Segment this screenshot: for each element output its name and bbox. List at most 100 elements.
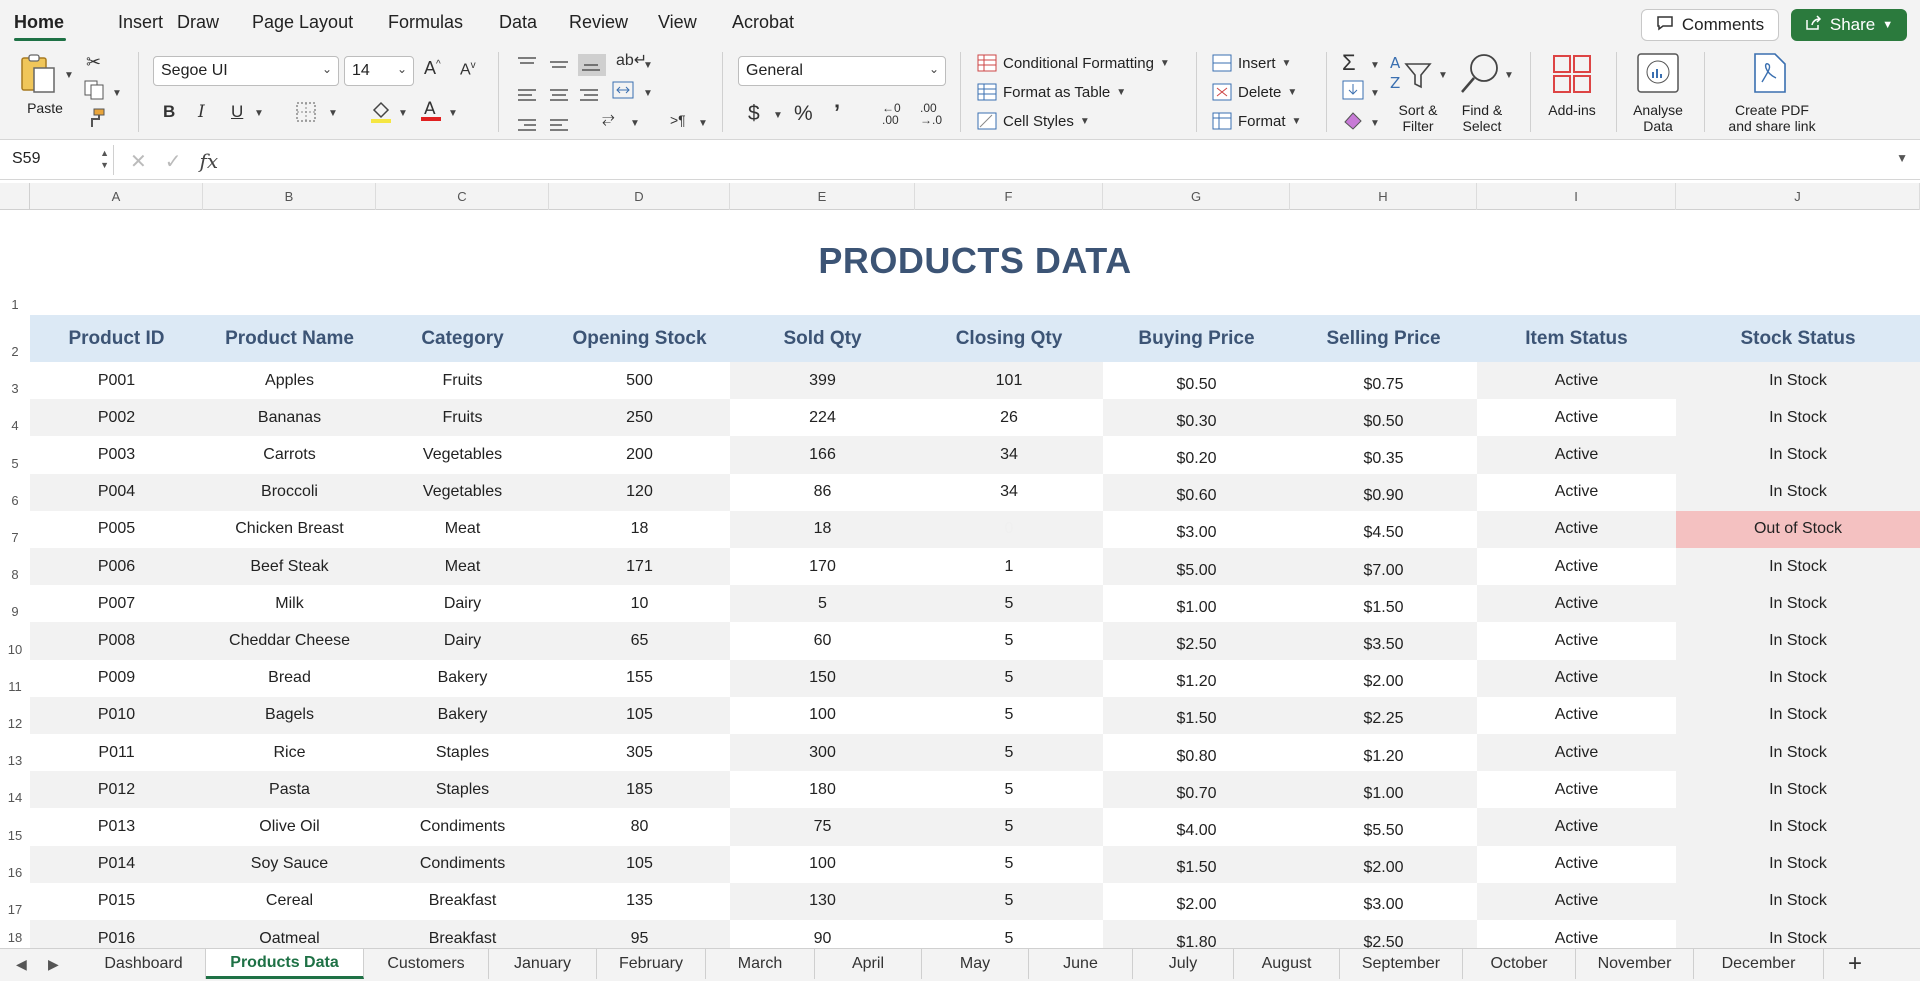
table-cell[interactable]: Active	[1554, 445, 1599, 463]
sheet-tab-july[interactable]: July	[1133, 949, 1234, 979]
table-cell[interactable]: $0.50	[1176, 375, 1217, 393]
chevron-down-icon[interactable]: ▼	[1438, 70, 1448, 81]
chevron-down-icon[interactable]: ▼	[398, 108, 408, 119]
row-header[interactable]: 7	[0, 510, 30, 548]
table-cell[interactable]: Bananas	[257, 408, 322, 426]
column-header-j[interactable]: J	[1676, 183, 1920, 210]
increase-decimal-icon[interactable]: ←0.00	[882, 101, 901, 127]
column-title-product-id[interactable]: Product ID	[68, 327, 165, 349]
sheet-tab-products-data[interactable]: Products Data	[206, 949, 364, 979]
table-cell[interactable]: 75	[813, 817, 832, 835]
row-header[interactable]: 8	[0, 548, 30, 586]
table-cell[interactable]: Pasta	[269, 780, 310, 798]
column-header-c[interactable]: C	[376, 183, 549, 210]
table-cell[interactable]: 101	[995, 371, 1023, 389]
table-cell[interactable]: Bread	[268, 669, 311, 687]
table-cell[interactable]: $5.00	[1176, 561, 1217, 579]
table-cell[interactable]: 18	[813, 520, 832, 538]
table-cell[interactable]: $1.20	[1176, 673, 1217, 691]
table-cell[interactable]: $1.50	[1176, 710, 1217, 728]
table-cell[interactable]: Bagels	[265, 706, 314, 724]
font-name-dropdown[interactable]: Segoe UI ⌄	[153, 56, 339, 86]
sheet-tab-january[interactable]: January	[489, 949, 597, 979]
table-cell[interactable]: $3.50	[1363, 635, 1404, 653]
format-painter-icon[interactable]	[86, 108, 106, 133]
row-header[interactable]: 1	[0, 210, 30, 315]
column-header-d[interactable]: D	[549, 183, 730, 210]
format-cells-button[interactable]: Format ▼	[1212, 112, 1301, 130]
row-header[interactable]: 14	[0, 771, 30, 809]
table-cell[interactable]: Active	[1554, 706, 1599, 724]
add-sheet-button[interactable]: +	[1847, 950, 1862, 977]
table-cell[interactable]: 5	[1004, 855, 1014, 873]
table-cell[interactable]: Milk	[275, 594, 304, 612]
table-cell[interactable]: Staples	[435, 743, 490, 761]
table-cell[interactable]: 100	[809, 855, 836, 873]
table-cell[interactable]: 171	[626, 557, 653, 575]
table-cell[interactable]: $1.80	[1176, 933, 1217, 949]
table-cell[interactable]: Fruits	[442, 371, 483, 389]
table-cell[interactable]: $2.50	[1363, 933, 1404, 949]
column-header-a[interactable]: A	[30, 183, 203, 210]
table-cell[interactable]: Soy Sauce	[250, 855, 329, 873]
row-header[interactable]: 2	[0, 315, 30, 362]
menu-tab-draw[interactable]: Draw	[177, 12, 220, 32]
decrease-font-icon[interactable]: Av	[460, 60, 476, 79]
borders-icon[interactable]	[296, 102, 316, 127]
table-cell[interactable]: P001	[97, 371, 136, 389]
conditional-formatting-button[interactable]: Conditional Formatting ▼	[977, 54, 1170, 72]
table-cell[interactable]: Active	[1554, 817, 1599, 835]
table-cell[interactable]: In Stock	[1769, 817, 1827, 835]
sheet-title[interactable]: PRODUCTS DATA	[818, 240, 1132, 281]
table-cell[interactable]: $2.25	[1363, 710, 1404, 728]
menu-tab-acrobat[interactable]: Acrobat	[732, 12, 795, 32]
menu-tab-home[interactable]: Home	[14, 12, 65, 32]
table-cell[interactable]: 100	[809, 706, 836, 724]
table-cell[interactable]: 200	[626, 445, 653, 463]
table-cell[interactable]: 5	[1004, 706, 1014, 724]
table-cell[interactable]: In Stock	[1769, 892, 1827, 910]
table-cell[interactable]: 105	[626, 706, 653, 724]
analyse-data-button[interactable]	[1636, 52, 1680, 99]
table-cell[interactable]: 60	[813, 631, 832, 649]
sheet-tab-march[interactable]: March	[706, 949, 815, 979]
cut-icon[interactable]: ✂	[86, 52, 102, 72]
menu-tab-review[interactable]: Review	[569, 12, 629, 32]
table-cell[interactable]: 5	[1004, 817, 1014, 835]
column-header-e[interactable]: E	[730, 183, 915, 210]
row-header[interactable]: 10	[0, 622, 30, 660]
table-cell[interactable]: $2.00	[1363, 859, 1404, 877]
table-cell[interactable]: In Stock	[1769, 371, 1827, 389]
table-cell[interactable]: Vegetables	[422, 445, 503, 463]
table-cell[interactable]: P012	[97, 780, 136, 798]
row-header[interactable]: 9	[0, 585, 30, 623]
table-cell[interactable]: P002	[97, 408, 136, 426]
menu-tab-data[interactable]: Data	[499, 12, 538, 32]
row-header[interactable]: 15	[0, 808, 30, 846]
column-title-buying-price[interactable]: Buying Price	[1138, 327, 1255, 349]
comments-button[interactable]: Comments	[1641, 9, 1779, 41]
table-cell[interactable]: Active	[1554, 520, 1599, 538]
table-cell[interactable]: P011	[98, 743, 135, 761]
table-cell[interactable]: $4.50	[1363, 524, 1404, 542]
table-cell[interactable]: In Stock	[1769, 855, 1827, 873]
table-cell[interactable]: $0.35	[1363, 449, 1404, 467]
chevron-down-icon[interactable]: ▼	[630, 118, 640, 129]
percent-icon[interactable]: %	[794, 102, 813, 125]
table-cell[interactable]: 185	[626, 780, 653, 798]
column-title-selling-price[interactable]: Selling Price	[1326, 327, 1441, 349]
font-color-icon[interactable]: A	[420, 98, 442, 127]
column-title-product-name[interactable]: Product Name	[225, 327, 354, 349]
format-as-table-button[interactable]: Format as Table ▼	[977, 83, 1126, 101]
chevron-down-icon[interactable]: ▼	[643, 88, 653, 99]
chevron-down-icon[interactable]: ▼	[643, 60, 653, 71]
merge-center-icon[interactable]	[612, 80, 634, 105]
table-cell[interactable]: 130	[809, 892, 836, 910]
table-cell[interactable]: Active	[1554, 743, 1599, 761]
cell-styles-button[interactable]: Cell Styles ▼	[977, 112, 1090, 130]
table-cell[interactable]: 300	[809, 743, 836, 761]
sheet-tab-customers[interactable]: Customers	[364, 949, 489, 979]
create-pdf-button[interactable]	[1752, 52, 1788, 99]
table-cell[interactable]: P008	[97, 631, 136, 649]
table-cell[interactable]: In Stock	[1769, 929, 1827, 947]
